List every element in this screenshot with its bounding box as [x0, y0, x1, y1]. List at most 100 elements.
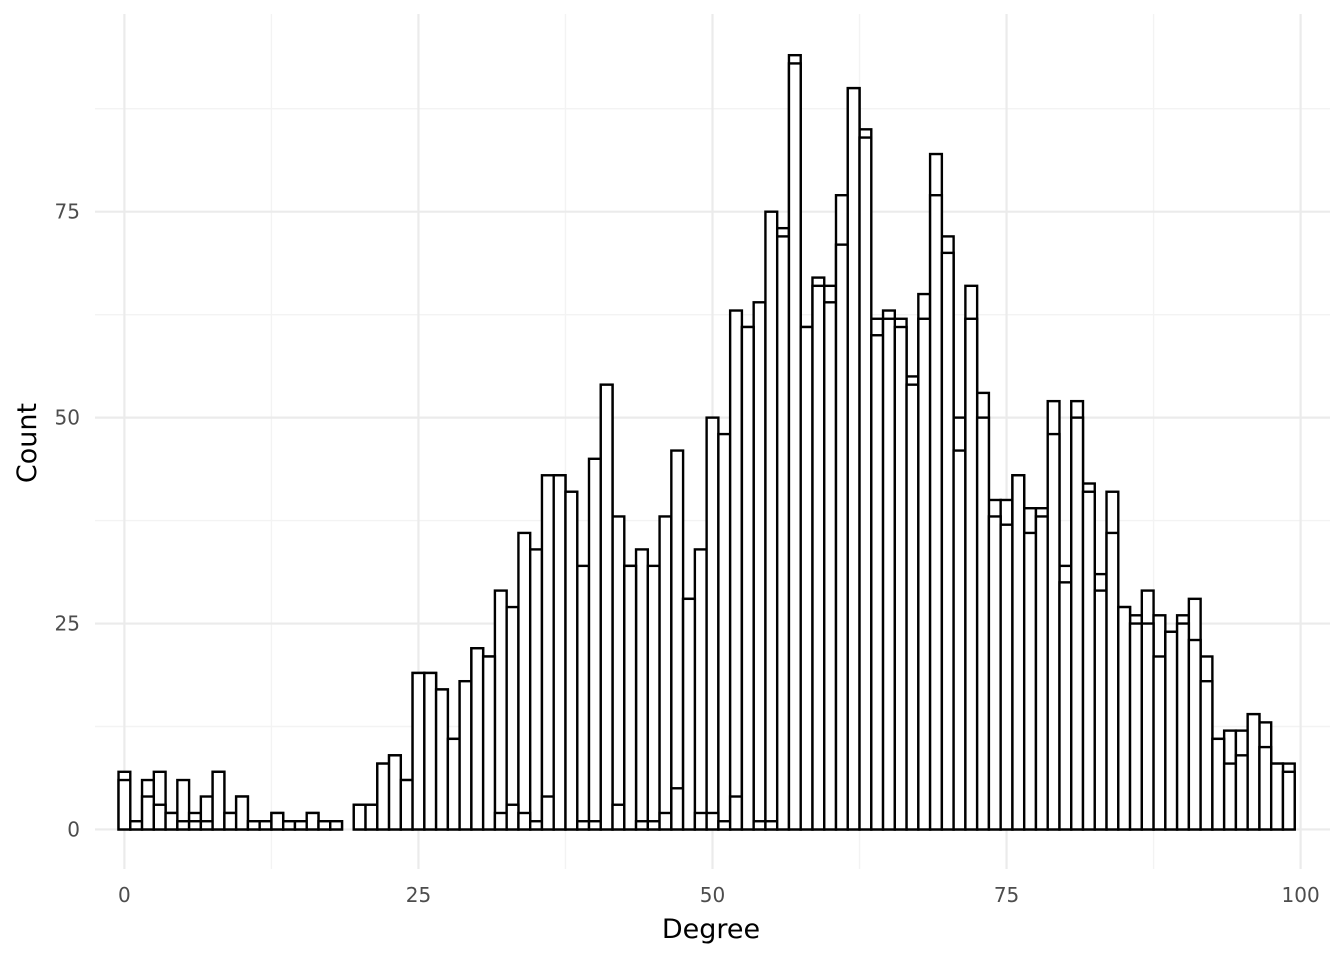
histogram-bar [352, 803, 367, 831]
y-tick-label: 25 [55, 612, 80, 636]
histogram-bar [611, 803, 626, 831]
histogram-bar [517, 531, 532, 831]
histogram-bar [811, 284, 826, 831]
histogram-bar [681, 597, 697, 831]
histogram-bar [1034, 515, 1049, 831]
histogram-bar [975, 416, 991, 831]
histogram-bar [917, 317, 932, 831]
histogram-bar [646, 820, 661, 831]
histogram-bar [152, 803, 167, 831]
histogram-bar [387, 754, 403, 831]
histogram-bar [1281, 770, 1296, 831]
histogram-bar [1234, 754, 1249, 831]
x-axis-tick-labels: 0 25 50 75 100 [118, 883, 1320, 907]
histogram-bar [446, 737, 461, 831]
histogram-bar [258, 820, 273, 831]
histogram-bar [940, 251, 955, 831]
histogram-bar [964, 317, 979, 831]
histogram-bar [987, 515, 1002, 831]
histogram-bar [140, 795, 156, 831]
histogram-bar [199, 820, 214, 831]
histogram-bar [211, 770, 226, 831]
histogram-bar [317, 820, 332, 831]
histogram-bar [787, 62, 802, 831]
histogram-bar [999, 523, 1014, 831]
histogram-bar [305, 811, 320, 831]
histogram-bar [246, 820, 261, 831]
histogram-bar [517, 811, 532, 831]
histogram-bar [1258, 745, 1273, 831]
histogram-bar [470, 647, 485, 831]
histogram-bar [528, 820, 544, 831]
histogram-bar [1046, 432, 1061, 831]
histogram-bar [293, 820, 308, 831]
histogram-bar [728, 795, 744, 831]
histogram-bar [693, 811, 708, 831]
histogram-bar [705, 811, 720, 831]
histogram-bar [187, 820, 203, 831]
histogram-bar [658, 515, 673, 831]
histogram-bar [587, 820, 602, 831]
histogram-bar [1070, 416, 1085, 831]
histogram-bar [1175, 622, 1191, 831]
histogram-bar [576, 820, 591, 831]
histogram-bar [176, 820, 191, 831]
histogram-bar [599, 383, 614, 831]
histogram-bar [1152, 655, 1167, 831]
histogram-bars [117, 53, 1296, 831]
histogram-bar [481, 655, 497, 831]
histogram-bar [834, 243, 849, 831]
y-tick-label: 0 [67, 817, 80, 841]
histogram-bar [928, 194, 944, 831]
y-axis-tick-labels: 0 25 50 75 [55, 200, 80, 842]
histogram-bar [717, 432, 732, 831]
histogram-bar [564, 490, 579, 831]
histogram-bar [434, 688, 450, 831]
histogram-bar [764, 820, 779, 831]
histogram-bar [505, 803, 520, 831]
histogram-bar [540, 795, 555, 831]
x-tick-label: 75 [994, 883, 1019, 907]
histogram-bar [399, 778, 414, 831]
histogram-bar [1022, 531, 1038, 831]
histogram-bar [493, 811, 508, 831]
histogram-bar [1222, 762, 1238, 831]
y-tick-label: 50 [55, 406, 80, 430]
histogram-bar [364, 803, 379, 831]
histogram-bar [411, 671, 426, 831]
x-axis-title: Degree [662, 914, 760, 945]
histogram-bar [717, 820, 732, 831]
x-tick-label: 100 [1282, 883, 1320, 907]
histogram-bar [611, 515, 626, 831]
y-tick-label: 75 [55, 200, 80, 224]
histogram-bar [670, 449, 685, 831]
histogram-bar [1164, 630, 1179, 831]
histogram-bar [752, 820, 767, 831]
histogram-bar [905, 383, 920, 831]
histogram-bar [1187, 638, 1202, 831]
histogram-bar [540, 474, 555, 831]
histogram-bar [458, 679, 473, 831]
histogram-bar [1058, 581, 1073, 831]
histogram-bar [658, 811, 673, 831]
histogram-bar [576, 564, 591, 831]
histogram-bar [234, 795, 250, 831]
histogram-bar [775, 235, 791, 831]
histogram-bar [376, 762, 391, 831]
x-tick-label: 25 [406, 883, 431, 907]
histogram-bar [1081, 490, 1096, 831]
histogram-bar [670, 787, 685, 831]
histogram-bar [129, 820, 144, 831]
histogram-bar [1011, 474, 1026, 831]
histogram-bar [1269, 762, 1285, 831]
histogram-bar [223, 811, 238, 831]
histogram-bar [270, 811, 285, 831]
histogram-bar [705, 416, 720, 831]
histogram-bar [1211, 737, 1226, 831]
histogram-bar [623, 564, 638, 831]
histogram-bar [493, 589, 508, 831]
histogram-bar [752, 301, 767, 831]
histogram-bar [1117, 605, 1132, 831]
x-tick-label: 0 [118, 883, 131, 907]
